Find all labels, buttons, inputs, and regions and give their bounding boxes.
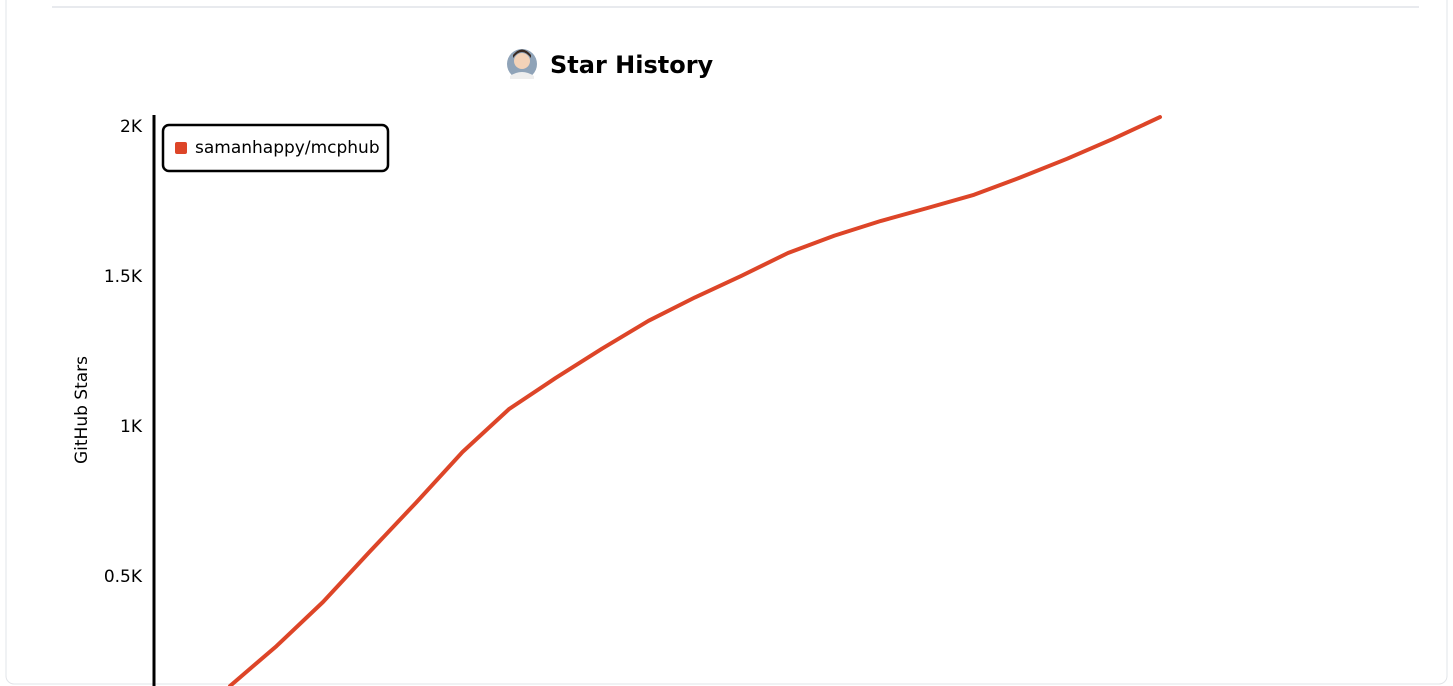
avatar-icon xyxy=(507,49,537,79)
y-tick-label: 2K xyxy=(120,117,143,137)
legend-label: samanhappy/mcphub xyxy=(195,138,380,158)
legend-swatch xyxy=(175,142,187,154)
page: Star History GitHub Stars samanhappy/mcp… xyxy=(0,0,1453,686)
chart-title: Star History xyxy=(550,51,714,79)
panel-border xyxy=(6,0,1447,684)
y-tick-label: 0.5K xyxy=(104,567,143,587)
legend: samanhappy/mcphub xyxy=(163,125,388,171)
y-tick-label: 1.5K xyxy=(104,267,143,287)
chart: Star History GitHub Stars samanhappy/mcp… xyxy=(0,0,1453,686)
y-tick-label: 1K xyxy=(120,417,143,437)
series-line xyxy=(230,117,1160,686)
y-axis-label: GitHub Stars xyxy=(72,356,92,464)
